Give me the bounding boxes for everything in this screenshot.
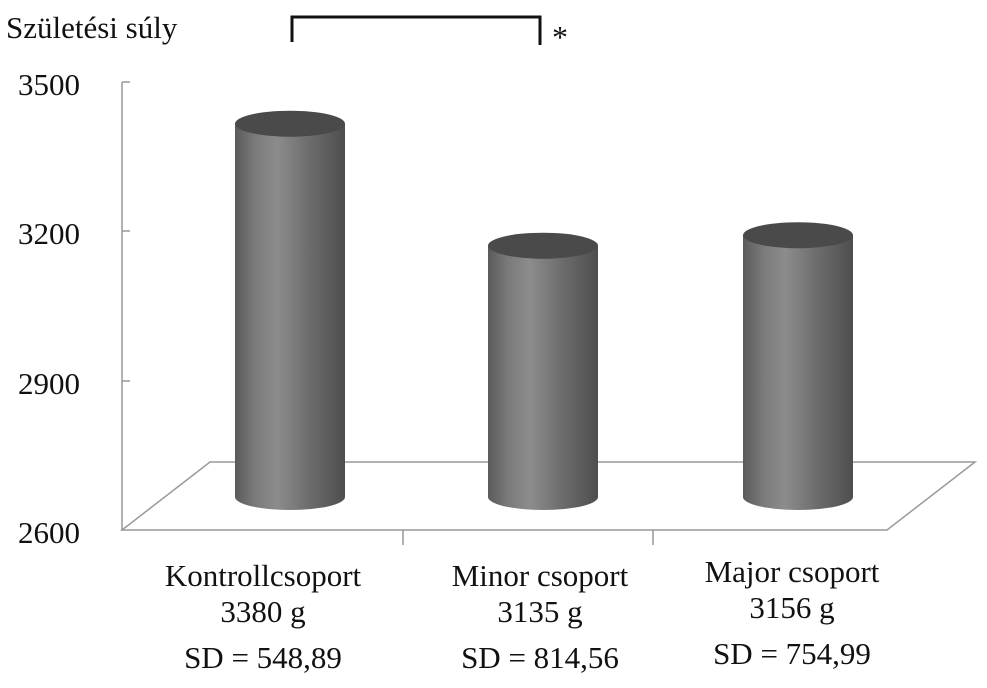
category-label: Kontrollcsoport — [165, 558, 362, 593]
category-sd-label: SD = 814,56 — [461, 640, 619, 675]
bars-group — [235, 110, 853, 511]
bar-2 — [743, 222, 853, 511]
y-axis-title: Születési súly — [6, 10, 178, 45]
category-label: Major csoport — [705, 554, 880, 589]
category-sd-label: SD = 754,99 — [713, 636, 871, 671]
category-mean-label: 3380 g — [220, 594, 305, 629]
bar-body — [235, 123, 345, 510]
bar-top — [488, 232, 598, 259]
significance-bracket: * — [290, 15, 568, 55]
category-mean-label: 3135 g — [497, 594, 582, 629]
bar-top — [743, 222, 853, 249]
bar-body — [743, 235, 853, 511]
category-label: Minor csoport — [452, 558, 629, 593]
category-labels: Kontrollcsoport 3380 g SD = 548,89 Minor… — [165, 554, 880, 675]
y-tick-label: 2900 — [18, 366, 80, 401]
bar-body — [488, 245, 598, 510]
plot-frame — [119, 81, 978, 545]
significance-marker: * — [552, 19, 568, 55]
y-tick-label: 3500 — [18, 67, 80, 102]
bar-0 — [235, 110, 345, 510]
category-mean-label: 3156 g — [749, 590, 834, 625]
bar-1 — [488, 232, 598, 510]
y-tick-label: 2600 — [18, 515, 80, 550]
floor-plane — [119, 461, 978, 531]
bar-top — [235, 110, 345, 137]
category-sd-label: SD = 548,89 — [184, 640, 342, 675]
y-tick-label: 3200 — [18, 216, 80, 251]
